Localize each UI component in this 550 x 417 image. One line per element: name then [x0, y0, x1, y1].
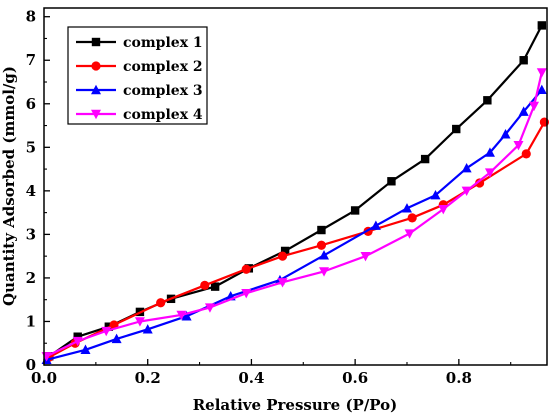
data-point-complex-2: [277, 251, 288, 261]
data-point-complex-4: [277, 278, 288, 288]
data-point-complex-2: [156, 298, 166, 308]
data-point-complex-1: [387, 177, 396, 186]
data-point-complex-3: [80, 344, 91, 354]
data-point-complex-1: [452, 124, 461, 134]
x-tick-label: 0.8: [446, 369, 472, 387]
legend-item-complex-3: complex 3: [76, 83, 203, 99]
legend-label: complex 2: [123, 59, 203, 75]
x-tick-label: 0.4: [238, 369, 264, 387]
data-point-complex-4: [360, 251, 371, 262]
data-point-complex-4: [101, 326, 112, 337]
data-point-complex-3: [181, 311, 192, 321]
y-tick-label: 0: [26, 356, 36, 374]
x-tick-label: 0.2: [135, 369, 161, 387]
series-complex-4: [41, 68, 547, 362]
legend-item-complex-2: complex 2: [76, 59, 203, 75]
x-tick-label: 0.6: [342, 369, 368, 387]
data-point-complex-3: [111, 333, 122, 344]
data-point-complex-2: [316, 240, 327, 250]
legend-box: [67, 26, 208, 125]
series-line-complex-2: [48, 121, 546, 359]
data-point-complex-2: [200, 280, 210, 290]
data-point-complex-3: [518, 106, 529, 116]
series-complex-2: [44, 117, 550, 362]
data-point-complex-1: [73, 332, 82, 341]
data-point-complex-1: [210, 282, 220, 291]
data-point-complex-3: [430, 190, 441, 200]
data-point-complex-1: [537, 21, 547, 30]
data-point-complex-1: [483, 96, 492, 105]
plot-marks: [41, 21, 550, 364]
data-point-complex-1: [317, 225, 326, 235]
legend-swatch-marker: [91, 61, 101, 71]
legend-item-complex-4: complex 4: [76, 107, 203, 123]
y-tick-label: 7: [26, 51, 36, 69]
data-point-complex-4: [241, 288, 252, 299]
x-tick-label: 0.0: [31, 369, 57, 387]
data-point-complex-2: [241, 264, 251, 274]
plot-frame: [43, 7, 548, 366]
series-line-complex-3: [46, 89, 543, 361]
legend-swatch-marker: [91, 37, 101, 47]
y-axis-title: Quantity Adsorbed (mmol/g): [0, 66, 18, 306]
legend: complex 1 complex 2 complex 3 complex 4: [67, 26, 208, 125]
data-point-complex-2: [521, 149, 531, 159]
data-point-complex-3: [536, 84, 547, 95]
data-point-complex-3: [319, 250, 330, 260]
legend-label: complex 3: [123, 83, 203, 99]
data-point-complex-4: [204, 303, 215, 313]
legend-label: complex 1: [123, 35, 203, 51]
data-point-complex-3: [461, 163, 472, 173]
data-point-complex-1: [350, 206, 360, 215]
y-tick-label: 3: [26, 225, 36, 243]
data-point-complex-4: [134, 317, 145, 327]
y-tick-label: 2: [26, 269, 36, 287]
y-tick-label: 8: [26, 8, 36, 26]
y-tick-label: 4: [26, 182, 36, 200]
legend-items: complex 1 complex 2 complex 3 complex 4: [76, 35, 203, 123]
data-point-complex-3: [142, 324, 153, 334]
legend-swatch-marker: [91, 84, 101, 95]
data-point-complex-3: [401, 203, 412, 213]
legend-label: complex 4: [123, 107, 203, 123]
y-tick-label: 1: [26, 312, 36, 330]
data-point-complex-1: [280, 246, 290, 256]
data-point-complex-2: [407, 213, 417, 223]
data-point-complex-2: [474, 178, 485, 188]
data-point-complex-4: [404, 229, 415, 239]
data-point-complex-4: [176, 310, 187, 321]
y-tick-label: 6: [26, 95, 36, 113]
data-point-complex-4: [529, 101, 540, 112]
legend-item-complex-1: complex 1: [76, 35, 203, 51]
data-point-complex-3: [370, 220, 381, 230]
data-point-complex-4: [72, 336, 83, 347]
data-point-complex-1: [420, 154, 430, 164]
data-point-complex-4: [536, 68, 547, 78]
data-point-complex-4: [461, 186, 472, 197]
data-point-complex-3: [500, 129, 511, 139]
legend-swatch-marker: [91, 109, 101, 120]
data-point-complex-1: [519, 56, 528, 65]
axis-ticks: 0.0 0.2 0.4 0.6 0.8 0 1 2 3 4 5 6 7 8: [26, 8, 512, 387]
y-tick-label: 5: [26, 138, 36, 156]
data-point-complex-4: [484, 168, 495, 178]
data-point-complex-3: [484, 147, 495, 157]
data-point-complex-4: [513, 140, 524, 151]
x-axis-title: Relative Pressure (P/Po): [193, 396, 398, 414]
data-point-complex-4: [319, 267, 330, 277]
data-point-complex-4: [438, 204, 449, 215]
